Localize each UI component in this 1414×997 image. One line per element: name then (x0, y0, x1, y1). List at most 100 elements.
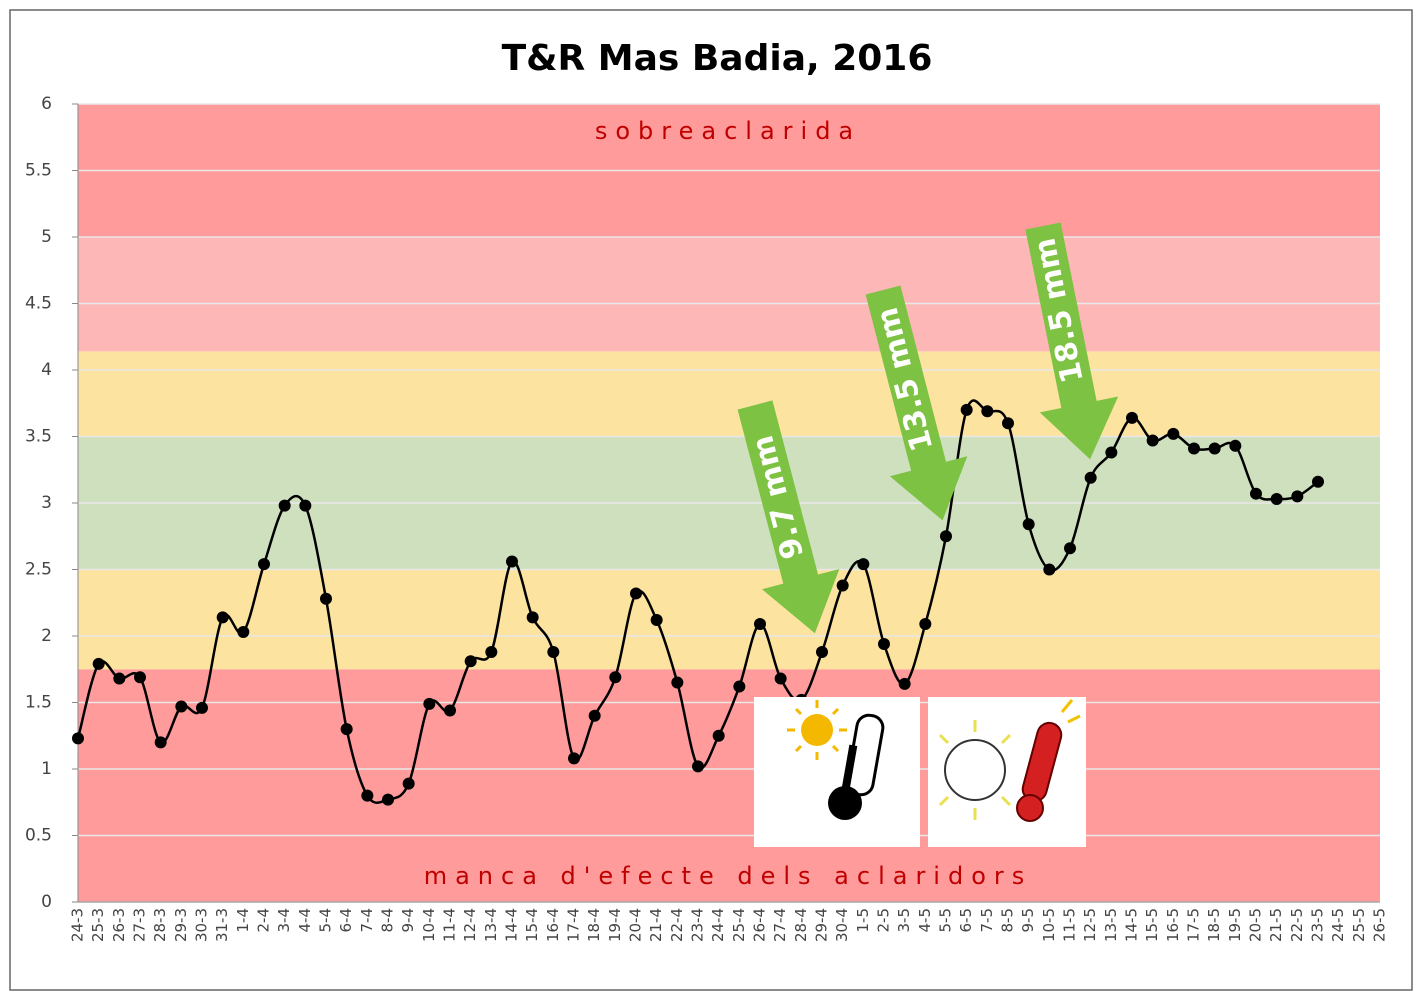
x-tick-label: 10-5 (1040, 908, 1058, 942)
data-point (113, 673, 125, 685)
band (78, 570, 1380, 670)
x-tick-label: 26-4 (751, 908, 769, 942)
band-label: sobreaclarida (595, 117, 861, 145)
x-tick-label: 14-4 (503, 908, 521, 942)
data-point (919, 618, 931, 630)
x-tick-label: 15-4 (523, 908, 541, 942)
y-tick-label: 5 (41, 227, 52, 247)
band (78, 351, 1380, 436)
y-tick-label: 4 (41, 360, 52, 380)
x-tick-label: 22-5 (1288, 908, 1306, 942)
x-tick-label: 21-5 (1267, 908, 1285, 942)
x-tick-label: 28-3 (151, 908, 169, 942)
y-tick-label: 6 (41, 94, 52, 114)
data-point (72, 732, 84, 744)
data-point (630, 587, 642, 599)
data-point (485, 646, 497, 658)
x-tick-label: 1-5 (854, 908, 872, 933)
x-tick-label: 9-5 (1019, 908, 1037, 933)
data-point (754, 618, 766, 630)
data-point (1229, 440, 1241, 452)
data-point (320, 593, 332, 605)
x-tick-label: 27-3 (131, 908, 149, 942)
x-tick-label: 4-5 (916, 908, 934, 933)
x-tick-label: 29-3 (172, 908, 190, 942)
data-point (816, 646, 828, 658)
data-point (465, 655, 477, 667)
data-point (1085, 472, 1097, 484)
data-point (1064, 542, 1076, 554)
x-tick-label: 24-5 (1329, 908, 1347, 942)
x-tick-label: 13-4 (482, 908, 500, 942)
x-tick-label: 5-5 (937, 908, 955, 933)
data-point (692, 760, 704, 772)
data-point (878, 638, 890, 650)
data-point (899, 678, 911, 690)
x-tick-label: 20-4 (627, 908, 645, 942)
x-tick-label: 8-4 (379, 908, 397, 933)
y-tick-label: 3.5 (25, 427, 52, 447)
x-tick-label: 9-4 (399, 908, 417, 933)
x-tick-label: 5-4 (317, 908, 335, 933)
x-tick-label: 19-4 (606, 908, 624, 942)
weather-icon-hot (928, 697, 1086, 847)
data-point (1312, 476, 1324, 488)
x-tick-label: 24-3 (69, 908, 87, 942)
x-tick-label: 18-4 (585, 908, 603, 942)
x-tick-label: 2-5 (875, 908, 893, 933)
x-tick-label: 15-5 (1143, 908, 1161, 942)
y-tick-label: 4.5 (25, 294, 52, 314)
data-point (361, 790, 373, 802)
data-point (775, 673, 787, 685)
data-point (1291, 490, 1303, 502)
data-point (1209, 442, 1221, 454)
x-tick-label: 4-4 (296, 908, 314, 933)
data-point (423, 698, 435, 710)
x-tick-label: 30-4 (833, 908, 851, 942)
data-point (837, 579, 849, 591)
x-tick-label: 14-5 (1123, 908, 1141, 942)
data-point (609, 671, 621, 683)
data-point (1188, 442, 1200, 454)
band-label: manca d'efecte dels aclaridors (424, 862, 1033, 890)
data-point (1105, 446, 1117, 458)
x-tick-label: 28-4 (792, 908, 810, 942)
data-point (857, 558, 869, 570)
x-tick-label: 16-5 (1164, 908, 1182, 942)
x-tick-label: 6-5 (957, 908, 975, 933)
x-tick-label: 7-4 (358, 908, 376, 933)
data-point (258, 558, 270, 570)
data-point (589, 710, 601, 722)
data-point (382, 794, 394, 806)
data-point (733, 681, 745, 693)
data-point (981, 405, 993, 417)
x-tick-label: 25-5 (1350, 908, 1368, 942)
data-point (651, 614, 663, 626)
data-point (93, 658, 105, 670)
x-tick-label: 19-5 (1226, 908, 1244, 942)
data-point (940, 530, 952, 542)
x-tick-label: 1-4 (234, 908, 252, 933)
x-tick-label: 29-4 (813, 908, 831, 942)
data-point (506, 556, 518, 568)
x-tick-label: 8-5 (999, 908, 1017, 933)
data-point (299, 500, 311, 512)
data-point (196, 702, 208, 714)
data-point (217, 611, 229, 623)
x-tick-label: 12-5 (1081, 908, 1099, 942)
data-point (1043, 564, 1055, 576)
x-tick-label: 13-5 (1102, 908, 1120, 942)
chart-title: T&R Mas Badia, 2016 (502, 38, 933, 79)
x-tick-label: 3-5 (895, 908, 913, 933)
x-tick-label: 26-3 (110, 908, 128, 942)
data-point (1271, 493, 1283, 505)
x-tick-label: 17-4 (565, 908, 583, 942)
x-tick-label: 27-4 (771, 908, 789, 942)
data-point (568, 752, 580, 764)
band (78, 237, 1380, 351)
x-tick-label: 11-4 (441, 908, 459, 942)
x-tick-label: 12-4 (461, 908, 479, 942)
chart: T&R Mas Badia, 2016 00.511.522.533.544.5… (0, 0, 1414, 992)
x-tick-label: 17-5 (1185, 908, 1203, 942)
x-tick-label: 16-4 (544, 908, 562, 942)
